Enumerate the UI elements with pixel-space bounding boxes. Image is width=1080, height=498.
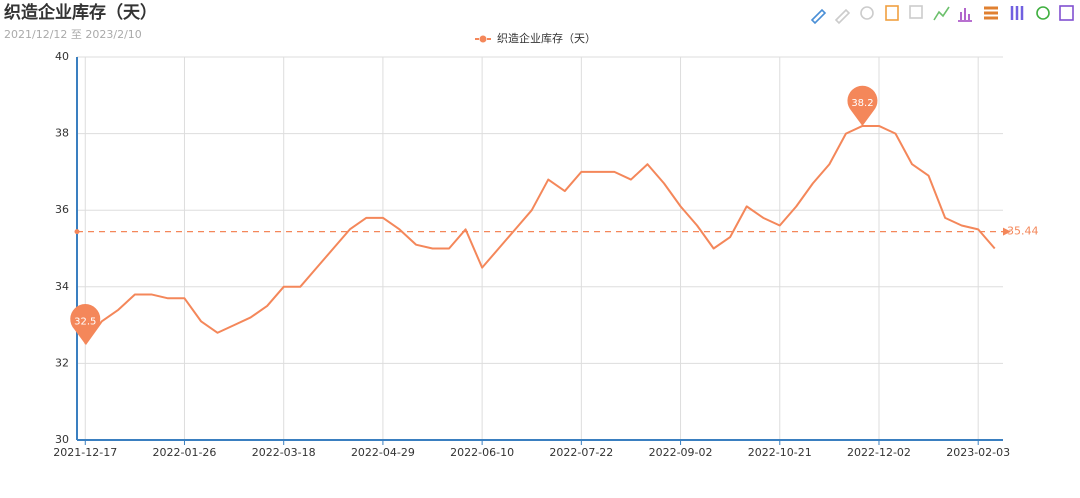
y-tick-label: 32	[55, 356, 69, 369]
x-tick-label: 2022-12-02	[847, 446, 911, 459]
legend-dot	[479, 35, 487, 43]
x-tick-label: 2022-06-10	[450, 446, 514, 459]
y-tick-label: 34	[55, 280, 69, 293]
toolbox	[810, 5, 1074, 25]
x-tick-label: 2022-03-18	[252, 446, 316, 459]
series-line	[84, 124, 996, 345]
tool-zoom[interactable]	[885, 5, 899, 21]
x-tick-label: 2021-12-17	[53, 446, 117, 459]
x-tick-label: 2022-04-29	[351, 446, 415, 459]
mark-pin	[847, 85, 878, 126]
x-tick-label: 2023-02-03	[946, 446, 1010, 459]
average-label: 35.44	[1007, 225, 1039, 238]
tool-zoom-reset[interactable]	[909, 5, 923, 19]
tool-clear[interactable]	[860, 6, 874, 20]
tool-mark-undo[interactable]	[834, 8, 851, 25]
y-tick-label: 38	[55, 127, 69, 140]
tool-stack[interactable]	[984, 6, 998, 20]
mark-pin-label: 32.5	[74, 316, 96, 327]
chart-title: 织造企业库存（天）	[4, 2, 157, 23]
average-start	[74, 229, 80, 235]
y-tick-label: 30	[55, 433, 69, 446]
tool-save[interactable]	[1059, 5, 1074, 21]
y-tick-label: 36	[55, 203, 69, 216]
legend-label: 织造企业库存（天）	[497, 31, 596, 45]
x-tick-label: 2022-01-26	[153, 446, 217, 459]
mark-pin	[70, 304, 101, 345]
chart-subtitle: 2021/12/12 至 2023/2/10	[4, 28, 142, 41]
tool-tiled[interactable]	[1010, 6, 1024, 20]
y-tick-label: 40	[55, 50, 69, 63]
mark-pin-label: 38.2	[851, 98, 873, 109]
x-tick-label: 2022-07-22	[549, 446, 613, 459]
average-arrow	[1003, 227, 1011, 236]
tool-restore[interactable]	[1036, 6, 1050, 20]
x-tick-label: 2022-09-02	[649, 446, 713, 459]
tool-bar[interactable]	[958, 8, 972, 22]
x-tick-label: 2022-10-21	[748, 446, 812, 459]
tool-mark[interactable]	[810, 8, 827, 25]
tool-line[interactable]	[933, 6, 950, 21]
